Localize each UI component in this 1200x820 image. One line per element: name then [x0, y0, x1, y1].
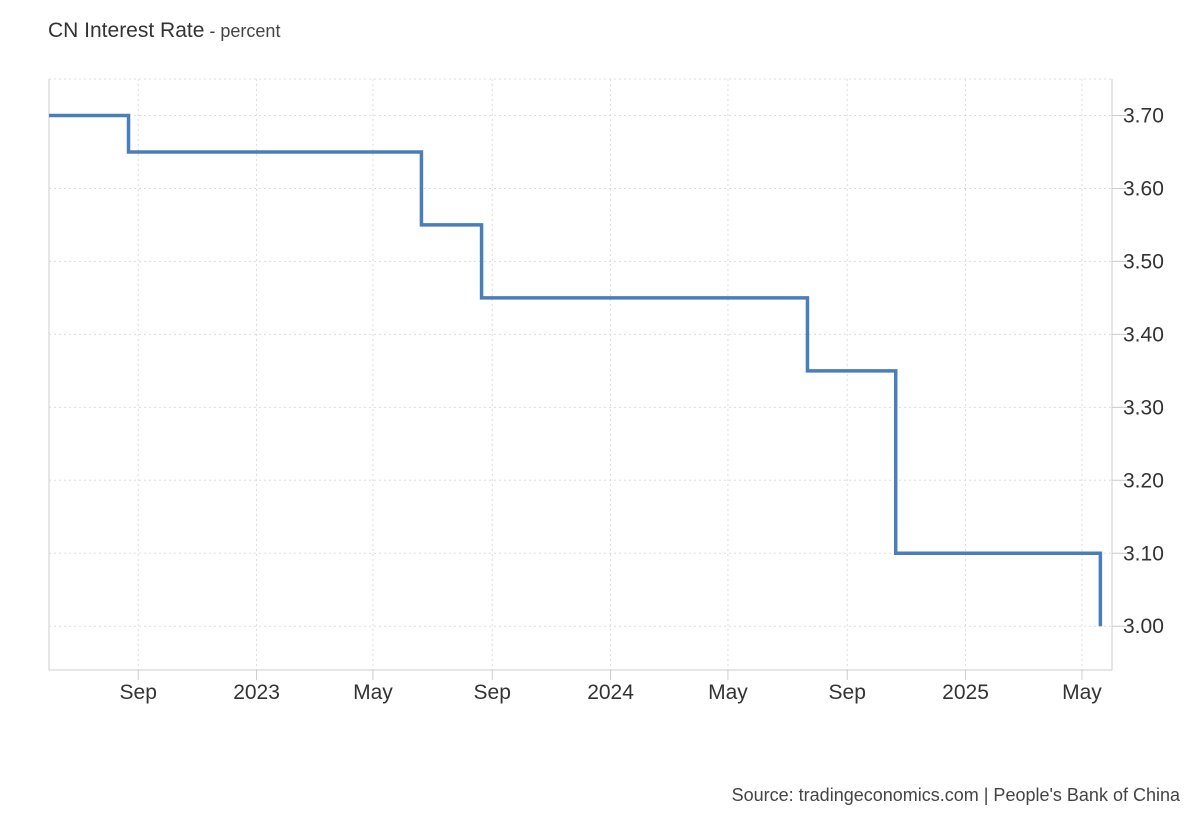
y-tick-label: 3.10 [1123, 542, 1164, 565]
chart-unit: - percent [204, 21, 281, 41]
series-group [48, 113, 1103, 627]
x-tick-label: May [353, 681, 393, 704]
x-axis-ticks: Sep 2023 May Sep 2024 May Sep 2025 May [120, 681, 1103, 704]
chart-title-text: CN Interest Rate [48, 19, 205, 42]
y-tick-label: 3.30 [1123, 396, 1164, 419]
axes [48, 79, 1132, 680]
y-tick-label: 3.20 [1123, 469, 1164, 492]
x-tick-label: 2024 [587, 681, 634, 704]
y-tick-label: 3.70 [1123, 104, 1164, 127]
x-tick-label: May [708, 681, 748, 704]
y-tick-label: 3.40 [1123, 323, 1164, 346]
y-tick-label: 3.50 [1123, 250, 1164, 273]
x-tick-label: Sep [120, 681, 157, 704]
series-line [49, 113, 1103, 627]
x-tick-label: Sep [474, 681, 511, 704]
source-note: Source: tradingeconomics.com | People's … [731, 785, 1180, 805]
y-axis-ticks: 3.70 3.60 3.50 3.40 3.30 3.20 3.10 3.00 [1123, 104, 1164, 638]
x-tick-label: May [1062, 681, 1102, 704]
grid [49, 78, 1112, 670]
x-tick-label: Sep [829, 681, 866, 704]
y-tick-label: 3.60 [1123, 177, 1164, 200]
x-tick-label: 2023 [233, 681, 280, 704]
chart-title: CN Interest Rate - percent [48, 19, 280, 43]
y-tick-label: 3.00 [1123, 615, 1164, 638]
x-tick-label: 2025 [942, 681, 989, 704]
